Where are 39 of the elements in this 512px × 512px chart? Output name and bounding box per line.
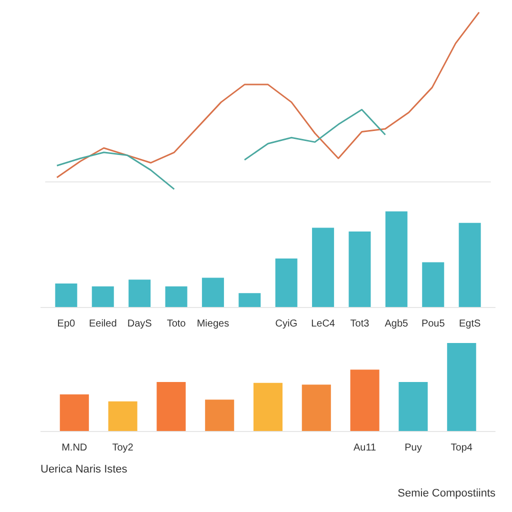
x-tick-label: Agb5 [384,318,409,330]
bar [205,400,234,432]
bar [398,382,428,432]
bar [156,382,186,432]
text: Semie Compostiints [398,488,496,500]
x-tick-label: Puy [404,442,422,454]
bar [447,343,476,432]
x-tick-label: CyiG [275,318,298,330]
bar [350,370,380,432]
bar [458,222,481,308]
x-tick-label: Toy2 [112,442,134,454]
x-tick-label: DayS [127,318,152,330]
bar [312,228,334,308]
bar [275,258,298,308]
x-tick-label: Ep0 [57,318,76,330]
x-tick-label: Pou5 [421,318,446,330]
bar [202,278,224,308]
bar [92,286,114,308]
x-tick-label: M.ND [62,442,88,454]
x-tick-label: Au11 [354,442,377,454]
bar [302,384,331,432]
bar [60,394,89,432]
text: Uerica Naris Istes [40,464,128,476]
x-tick-label: Top4 [450,442,473,454]
bar [55,283,78,308]
x-tick-label: Toto [166,318,186,330]
bar [422,262,444,308]
bar [108,401,138,432]
x-tick-label: Tot3 [350,318,370,330]
bar [128,280,151,308]
bar [348,232,371,308]
bar [238,293,261,308]
x-tick-label: LeC4 [311,318,336,330]
bar [253,382,283,432]
x-tick-label: EgtS [458,318,481,330]
bar [165,286,188,308]
x-tick-label: Mieges [196,318,230,330]
bar [385,211,408,308]
x-tick-label: Eeiled [88,318,117,330]
